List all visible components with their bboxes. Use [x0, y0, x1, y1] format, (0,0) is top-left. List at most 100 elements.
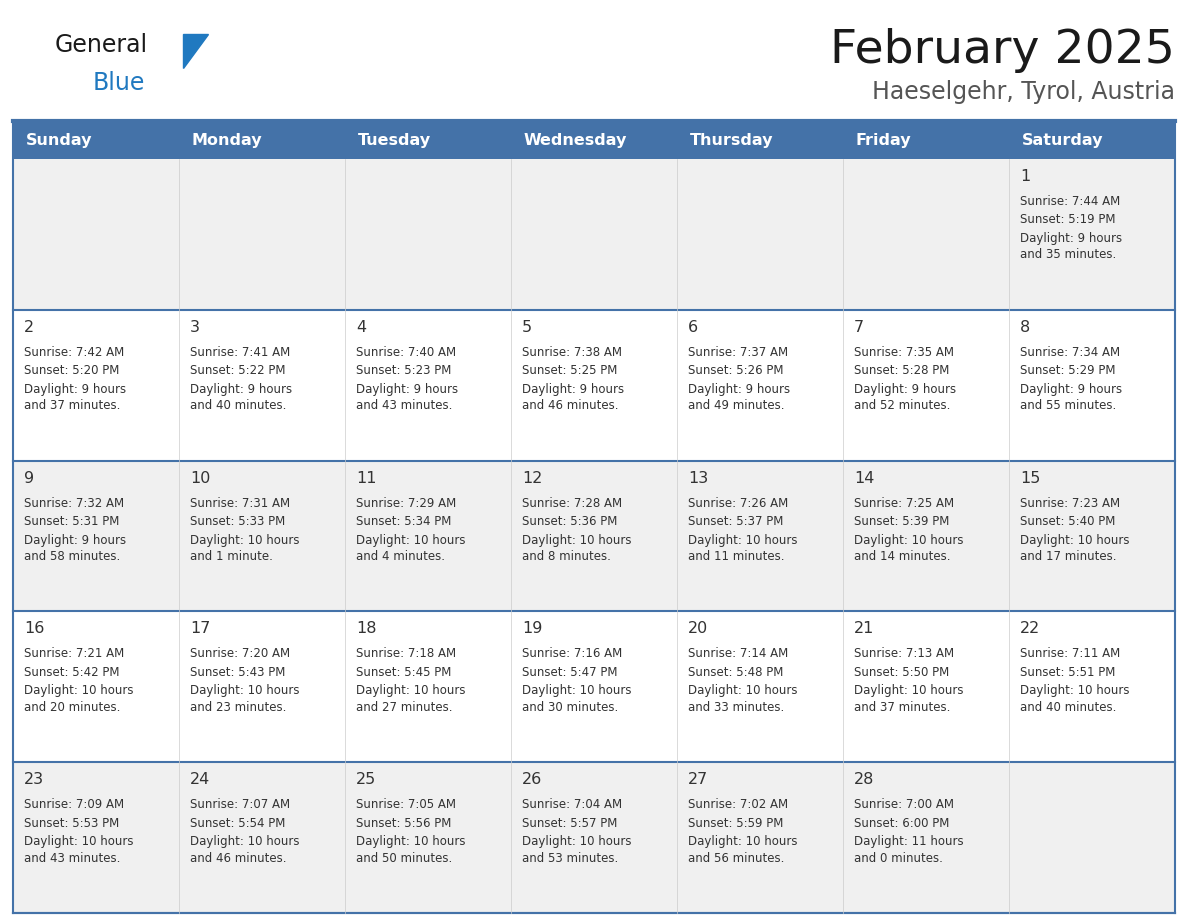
Bar — [677, 461, 843, 611]
Bar — [511, 309, 677, 461]
Bar — [1009, 121, 1175, 159]
Text: 21: 21 — [854, 621, 874, 636]
Text: General: General — [55, 33, 148, 57]
Text: Sunset: 5:57 PM: Sunset: 5:57 PM — [522, 817, 618, 830]
Text: 8: 8 — [1020, 319, 1030, 335]
Text: Sunset: 5:51 PM: Sunset: 5:51 PM — [1020, 666, 1116, 679]
Text: Sunrise: 7:32 AM: Sunrise: 7:32 AM — [24, 497, 124, 509]
Text: Sunset: 5:59 PM: Sunset: 5:59 PM — [688, 817, 783, 830]
Text: Daylight: 10 hours
and 8 minutes.: Daylight: 10 hours and 8 minutes. — [522, 533, 632, 563]
Text: 18: 18 — [356, 621, 377, 636]
Text: 12: 12 — [522, 471, 543, 486]
Text: Daylight: 10 hours
and 14 minutes.: Daylight: 10 hours and 14 minutes. — [854, 533, 963, 563]
Bar — [843, 121, 1009, 159]
Bar — [179, 159, 345, 309]
Text: Sunrise: 7:44 AM: Sunrise: 7:44 AM — [1020, 195, 1120, 208]
Text: Daylight: 9 hours
and 35 minutes.: Daylight: 9 hours and 35 minutes. — [1020, 232, 1123, 262]
Text: Sunset: 5:31 PM: Sunset: 5:31 PM — [24, 515, 119, 528]
Text: Daylight: 9 hours
and 46 minutes.: Daylight: 9 hours and 46 minutes. — [522, 383, 624, 412]
Text: 11: 11 — [356, 471, 377, 486]
Text: Daylight: 10 hours
and 33 minutes.: Daylight: 10 hours and 33 minutes. — [688, 685, 797, 714]
Text: Sunrise: 7:35 AM: Sunrise: 7:35 AM — [854, 346, 954, 359]
Text: Sunrise: 7:26 AM: Sunrise: 7:26 AM — [688, 497, 789, 509]
Bar — [1009, 159, 1175, 309]
Text: Sunrise: 7:42 AM: Sunrise: 7:42 AM — [24, 346, 125, 359]
Bar — [843, 159, 1009, 309]
Text: 16: 16 — [24, 621, 44, 636]
Bar — [13, 611, 179, 762]
Text: Daylight: 9 hours
and 55 minutes.: Daylight: 9 hours and 55 minutes. — [1020, 383, 1123, 412]
Text: 2: 2 — [24, 319, 34, 335]
Text: 13: 13 — [688, 471, 708, 486]
Text: Sunrise: 7:07 AM: Sunrise: 7:07 AM — [190, 798, 290, 812]
Text: Sunrise: 7:25 AM: Sunrise: 7:25 AM — [854, 497, 954, 509]
Bar — [677, 309, 843, 461]
Bar — [511, 461, 677, 611]
Text: Daylight: 10 hours
and 17 minutes.: Daylight: 10 hours and 17 minutes. — [1020, 533, 1130, 563]
Text: 1: 1 — [1020, 169, 1030, 184]
Bar — [179, 762, 345, 913]
Text: 7: 7 — [854, 319, 864, 335]
Text: Sunset: 5:42 PM: Sunset: 5:42 PM — [24, 666, 120, 679]
Text: Sunset: 5:19 PM: Sunset: 5:19 PM — [1020, 214, 1116, 227]
Text: Sunrise: 7:11 AM: Sunrise: 7:11 AM — [1020, 647, 1120, 660]
Bar — [13, 762, 179, 913]
Bar — [345, 611, 511, 762]
Text: Daylight: 10 hours
and 56 minutes.: Daylight: 10 hours and 56 minutes. — [688, 835, 797, 865]
Text: 10: 10 — [190, 471, 210, 486]
Bar — [511, 159, 677, 309]
Bar — [677, 121, 843, 159]
Text: Sunrise: 7:37 AM: Sunrise: 7:37 AM — [688, 346, 788, 359]
Text: 4: 4 — [356, 319, 366, 335]
Text: 15: 15 — [1020, 471, 1041, 486]
Text: Sunrise: 7:05 AM: Sunrise: 7:05 AM — [356, 798, 456, 812]
Text: Sunset: 5:39 PM: Sunset: 5:39 PM — [854, 515, 949, 528]
Text: Sunset: 5:33 PM: Sunset: 5:33 PM — [190, 515, 285, 528]
Text: Sunset: 5:25 PM: Sunset: 5:25 PM — [522, 364, 618, 377]
Bar — [13, 461, 179, 611]
Text: February 2025: February 2025 — [830, 28, 1175, 73]
Text: Sunset: 5:37 PM: Sunset: 5:37 PM — [688, 515, 783, 528]
Text: 19: 19 — [522, 621, 543, 636]
Bar — [843, 461, 1009, 611]
Text: Sunset: 5:36 PM: Sunset: 5:36 PM — [522, 515, 618, 528]
Text: Sunset: 5:47 PM: Sunset: 5:47 PM — [522, 666, 618, 679]
Text: Sunset: 5:26 PM: Sunset: 5:26 PM — [688, 364, 784, 377]
Text: Sunrise: 7:16 AM: Sunrise: 7:16 AM — [522, 647, 623, 660]
Text: Daylight: 10 hours
and 23 minutes.: Daylight: 10 hours and 23 minutes. — [190, 685, 299, 714]
Text: Daylight: 10 hours
and 1 minute.: Daylight: 10 hours and 1 minute. — [190, 533, 299, 563]
Text: Daylight: 10 hours
and 46 minutes.: Daylight: 10 hours and 46 minutes. — [190, 835, 299, 865]
Text: 14: 14 — [854, 471, 874, 486]
Text: Daylight: 10 hours
and 50 minutes.: Daylight: 10 hours and 50 minutes. — [356, 835, 466, 865]
Text: 5: 5 — [522, 319, 532, 335]
Text: Saturday: Saturday — [1022, 132, 1104, 148]
Bar — [13, 159, 179, 309]
Text: Daylight: 9 hours
and 40 minutes.: Daylight: 9 hours and 40 minutes. — [190, 383, 292, 412]
Text: Daylight: 10 hours
and 27 minutes.: Daylight: 10 hours and 27 minutes. — [356, 685, 466, 714]
Text: Sunrise: 7:23 AM: Sunrise: 7:23 AM — [1020, 497, 1120, 509]
Text: 3: 3 — [190, 319, 200, 335]
Text: Daylight: 9 hours
and 52 minutes.: Daylight: 9 hours and 52 minutes. — [854, 383, 956, 412]
Text: Sunset: 5:45 PM: Sunset: 5:45 PM — [356, 666, 451, 679]
Text: Monday: Monday — [192, 132, 263, 148]
Text: 9: 9 — [24, 471, 34, 486]
Text: Sunset: 5:34 PM: Sunset: 5:34 PM — [356, 515, 451, 528]
Text: Sunset: 5:54 PM: Sunset: 5:54 PM — [190, 817, 285, 830]
Text: 6: 6 — [688, 319, 699, 335]
Text: Sunset: 5:48 PM: Sunset: 5:48 PM — [688, 666, 783, 679]
Text: Daylight: 10 hours
and 20 minutes.: Daylight: 10 hours and 20 minutes. — [24, 685, 133, 714]
Text: Daylight: 9 hours
and 37 minutes.: Daylight: 9 hours and 37 minutes. — [24, 383, 126, 412]
Text: Sunrise: 7:21 AM: Sunrise: 7:21 AM — [24, 647, 125, 660]
Bar — [179, 461, 345, 611]
Bar — [843, 309, 1009, 461]
Text: Daylight: 10 hours
and 30 minutes.: Daylight: 10 hours and 30 minutes. — [522, 685, 632, 714]
Bar — [13, 309, 179, 461]
Text: Daylight: 10 hours
and 53 minutes.: Daylight: 10 hours and 53 minutes. — [522, 835, 632, 865]
Text: Haeselgehr, Tyrol, Austria: Haeselgehr, Tyrol, Austria — [872, 80, 1175, 104]
Text: Daylight: 10 hours
and 37 minutes.: Daylight: 10 hours and 37 minutes. — [854, 685, 963, 714]
Text: Sunrise: 7:02 AM: Sunrise: 7:02 AM — [688, 798, 788, 812]
Text: Sunrise: 7:41 AM: Sunrise: 7:41 AM — [190, 346, 290, 359]
Text: 22: 22 — [1020, 621, 1041, 636]
Bar — [345, 461, 511, 611]
Text: 27: 27 — [688, 772, 708, 788]
